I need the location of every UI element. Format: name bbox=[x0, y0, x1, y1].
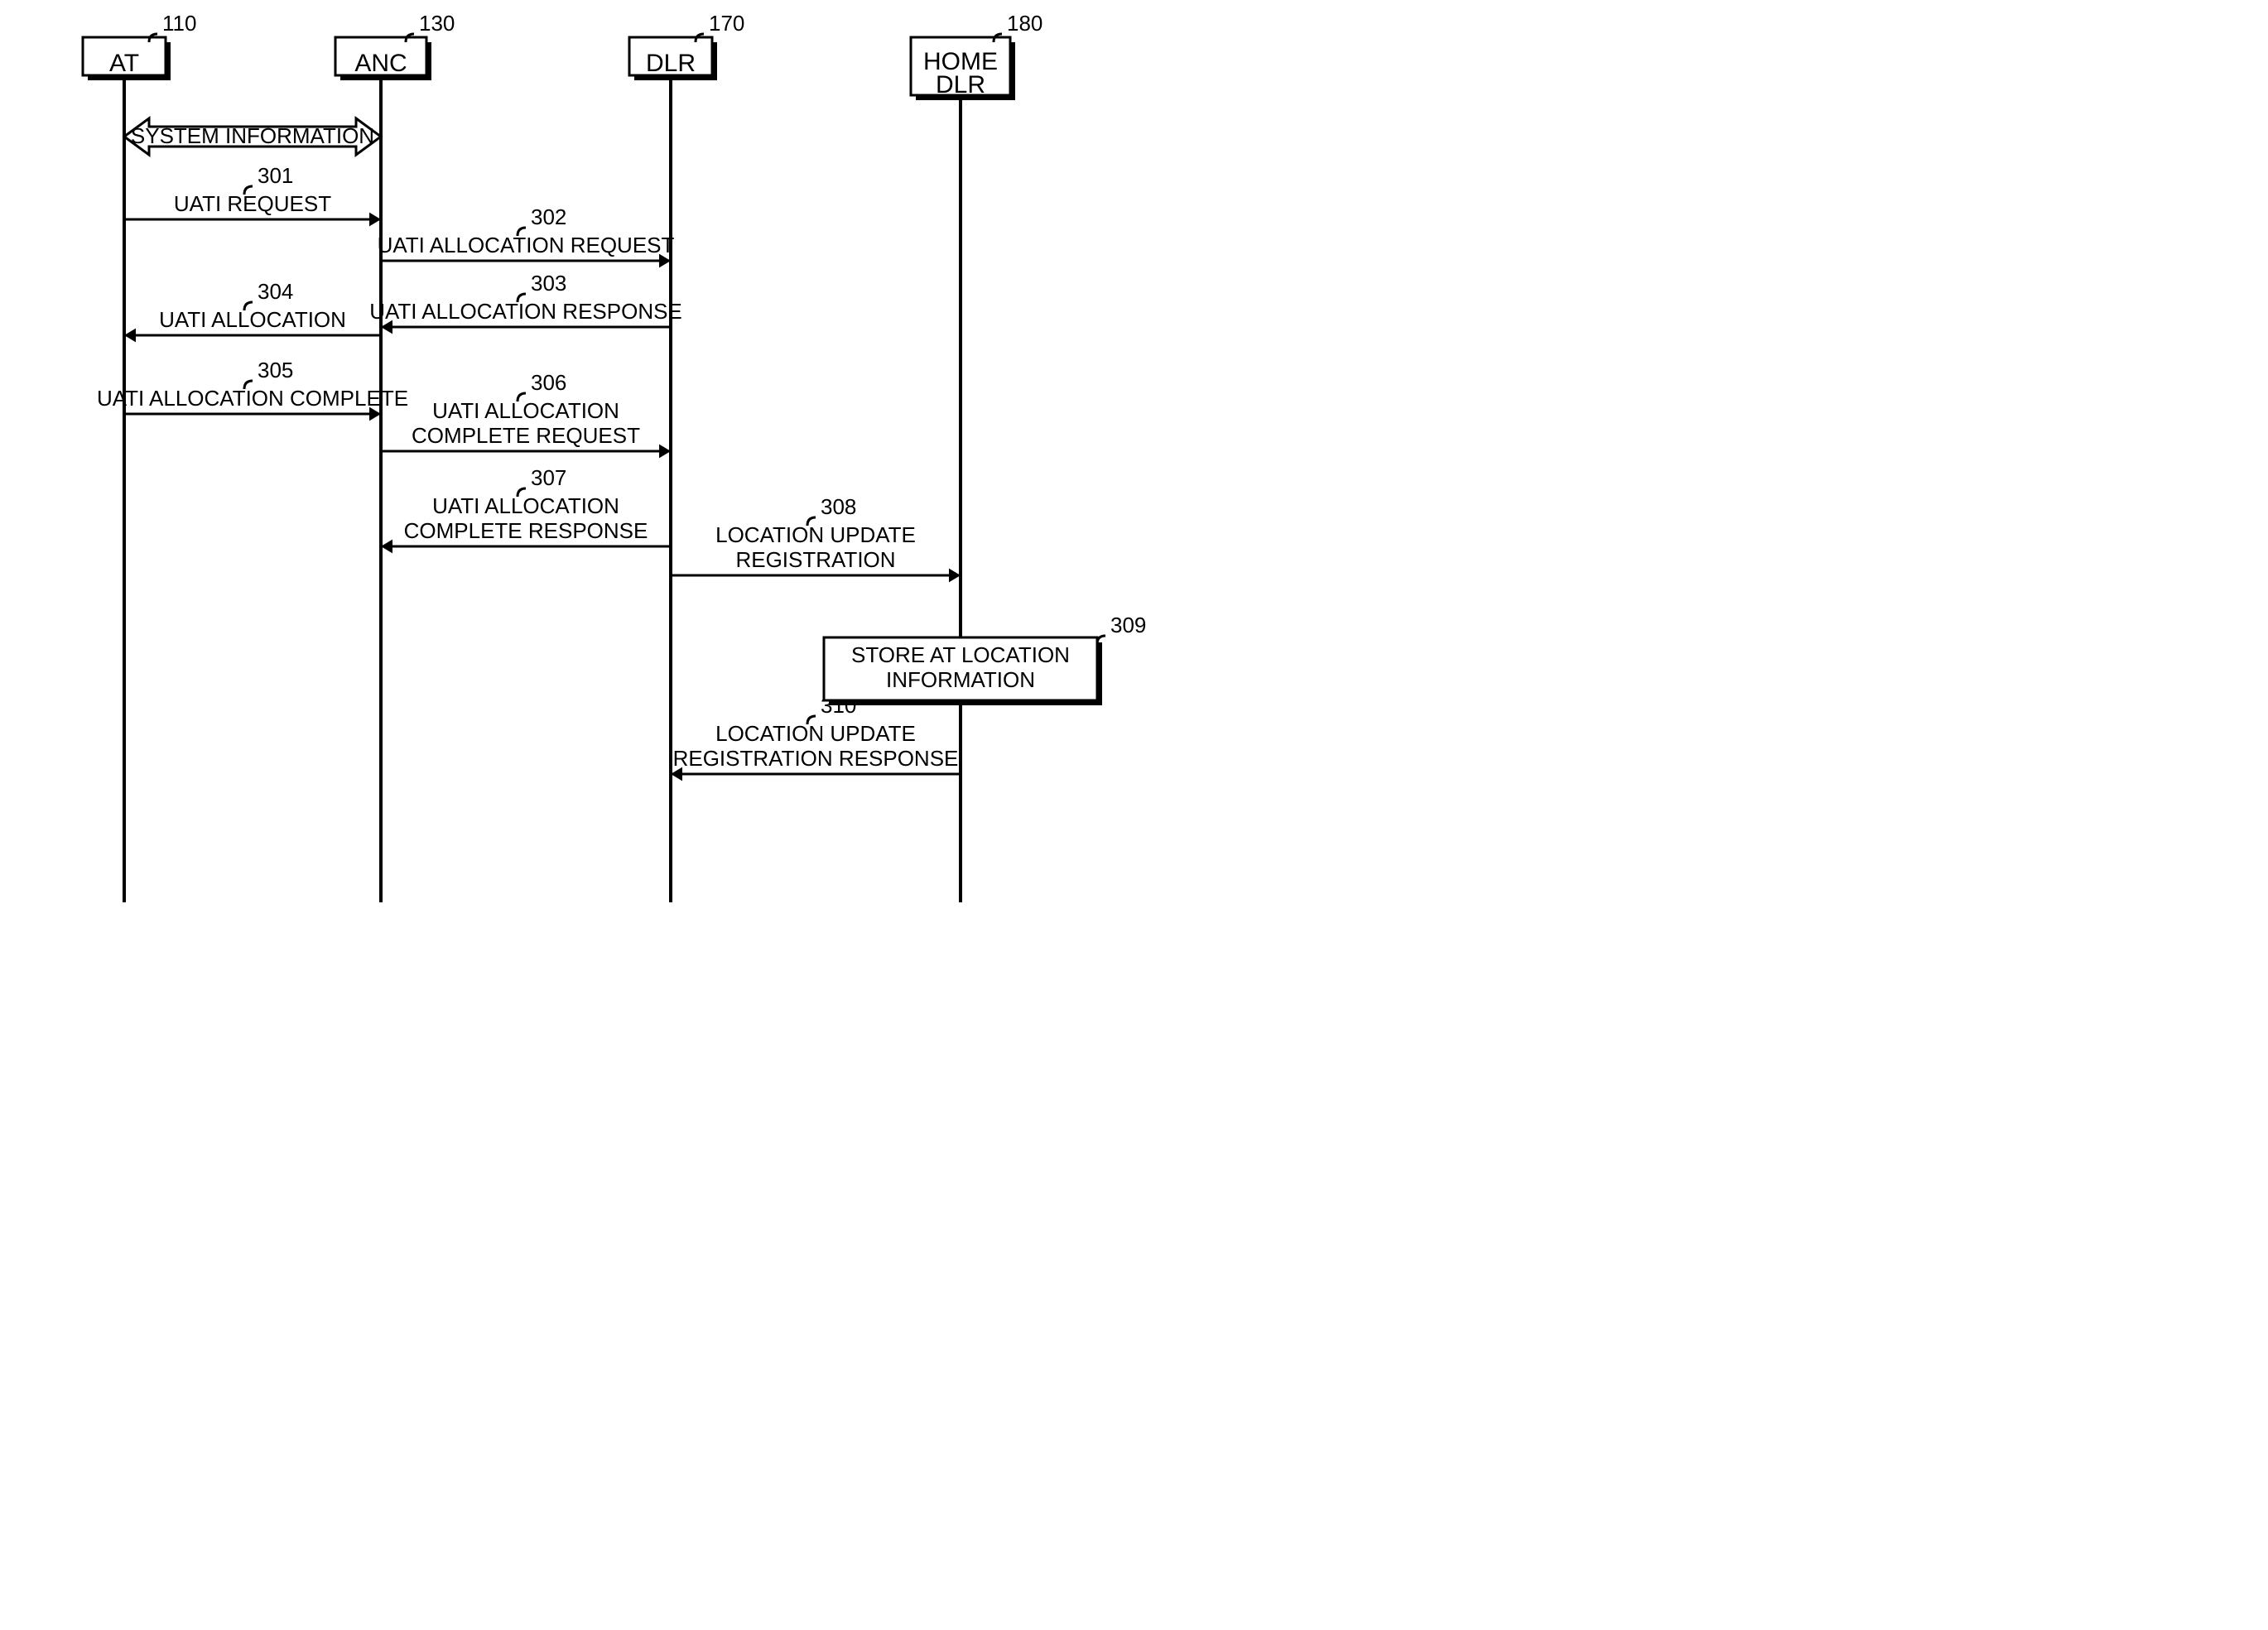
ref-308: 308 bbox=[821, 494, 856, 519]
message-308 bbox=[671, 574, 961, 577]
msg-306-text: COMPLETE REQUEST bbox=[412, 423, 640, 448]
msg-305-text: UATI ALLOCATION COMPLETE bbox=[97, 386, 408, 411]
message-304 bbox=[124, 334, 381, 337]
msg-308-text: REGISTRATION bbox=[735, 547, 895, 572]
lifeline-label-hdlr: DLR bbox=[936, 71, 985, 99]
system-information-label: SYSTEM INFORMATION bbox=[131, 123, 374, 148]
msg-302-text: UATI ALLOCATION REQUEST bbox=[378, 233, 675, 257]
ref-301: 301 bbox=[258, 163, 293, 188]
message-303 bbox=[381, 325, 671, 329]
message-306 bbox=[381, 450, 671, 453]
msg-304-text: UATI ALLOCATION bbox=[159, 307, 346, 332]
message-310 bbox=[671, 772, 961, 776]
ref-307: 307 bbox=[531, 465, 566, 490]
message-307 bbox=[381, 545, 671, 548]
message-302 bbox=[381, 259, 671, 262]
ref-309: 309 bbox=[1110, 613, 1146, 637]
lifeline-ref-hdlr: 180 bbox=[1007, 11, 1043, 36]
lifeline-label-anc: ANC bbox=[354, 50, 407, 77]
note-text: STORE AT LOCATION bbox=[851, 642, 1070, 667]
lifeline-label-at: AT bbox=[109, 50, 139, 77]
ref-306: 306 bbox=[531, 370, 566, 395]
msg-308-text: LOCATION UPDATE bbox=[715, 522, 916, 547]
msg-303-text: UATI ALLOCATION RESPONSE bbox=[369, 299, 682, 324]
lifeline-ref-anc: 130 bbox=[419, 11, 455, 36]
msg-310-text: LOCATION UPDATE bbox=[715, 721, 916, 746]
msg-301-text: UATI REQUEST bbox=[174, 191, 331, 216]
note-text: INFORMATION bbox=[886, 667, 1035, 692]
msg-306-text: UATI ALLOCATION bbox=[432, 398, 619, 423]
message-305 bbox=[124, 412, 381, 416]
ref-303: 303 bbox=[531, 271, 566, 296]
ref-304: 304 bbox=[258, 279, 293, 304]
lifeline-label-dlr: DLR bbox=[646, 50, 696, 77]
message-301 bbox=[124, 218, 381, 221]
ref-302: 302 bbox=[531, 204, 566, 229]
ref-305: 305 bbox=[258, 358, 293, 382]
msg-307-text: UATI ALLOCATION bbox=[432, 493, 619, 518]
lifeline-ref-at: 110 bbox=[162, 11, 196, 36]
msg-310-text: REGISTRATION RESPONSE bbox=[673, 746, 959, 771]
msg-307-text: COMPLETE RESPONSE bbox=[404, 518, 648, 543]
lifeline-ref-dlr: 170 bbox=[709, 11, 744, 36]
